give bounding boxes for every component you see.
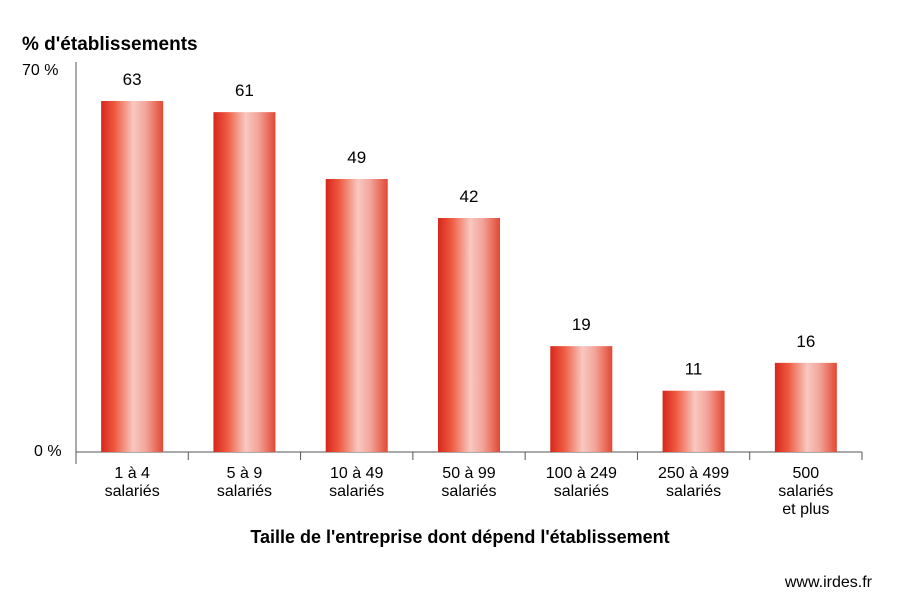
bar-7 — [774, 362, 837, 452]
value-labels-group: 63 61 49 42 19 11 16 — [123, 70, 816, 379]
source-url: www.irdes.fr — [784, 574, 873, 591]
value-label-4: 42 — [460, 187, 479, 206]
category-label-4-line-1: 50 à 99 — [442, 465, 495, 482]
bar-3 — [325, 179, 388, 452]
value-label-7: 16 — [796, 332, 815, 351]
bar-4 — [438, 218, 500, 452]
category-label-4-line-2: salariés — [441, 483, 496, 500]
category-label-5-line-1: 100 à 249 — [546, 465, 617, 482]
category-label-3-line-1: 10 à 49 — [330, 465, 383, 482]
category-label-7-line-2: salariés — [778, 483, 833, 500]
category-label-7-line-1: 500 — [793, 465, 820, 482]
category-label-1-line-2: salariés — [105, 483, 160, 500]
value-label-3: 49 — [347, 148, 366, 167]
bar-1 — [101, 101, 164, 452]
category-label-3-line-2: salariés — [329, 483, 384, 500]
bar-2 — [213, 112, 276, 453]
value-label-1: 63 — [123, 70, 142, 89]
y-tick-min: 0 % — [34, 443, 62, 460]
x-axis-title: Taille de l'entreprise dont dépend l'éta… — [250, 527, 669, 547]
category-label-7-line-3: et plus — [782, 501, 829, 518]
y-axis-title: % d'établissements — [22, 34, 198, 55]
category-label-1-line-1: 1 à 4 — [114, 465, 150, 482]
category-label-2-line-1: 5 à 9 — [227, 465, 263, 482]
value-label-5: 19 — [572, 315, 591, 334]
value-label-2: 61 — [235, 81, 254, 100]
bar-6 — [662, 390, 725, 452]
category-label-6-line-1: 250 à 499 — [658, 465, 729, 482]
value-label-6: 11 — [685, 360, 703, 379]
category-label-6-line-2: salariés — [666, 483, 721, 500]
category-label-2-line-2: salariés — [217, 483, 272, 500]
bars-group — [101, 101, 863, 460]
y-tick-max: 70 % — [22, 62, 58, 79]
bar-5 — [550, 346, 613, 452]
category-label-5-line-2: salariés — [554, 483, 609, 500]
